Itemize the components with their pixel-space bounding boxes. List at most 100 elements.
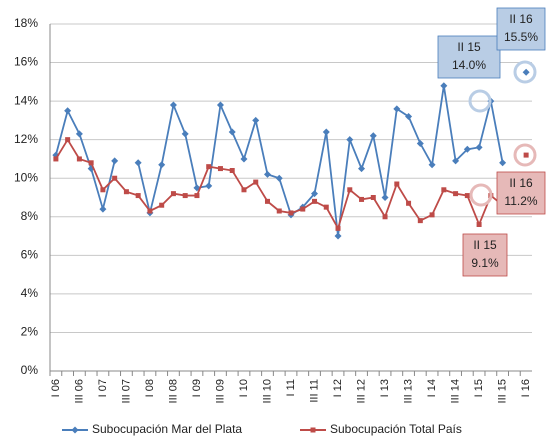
marker — [194, 193, 200, 199]
marker — [182, 193, 188, 199]
marker — [369, 132, 377, 140]
marker — [335, 225, 341, 231]
annotation-text: 14.0% — [452, 58, 486, 72]
marker — [464, 193, 470, 199]
marker — [359, 196, 365, 202]
y-tick-label: 2% — [21, 325, 39, 339]
marker — [499, 159, 507, 167]
y-tick-label: 16% — [14, 55, 38, 69]
y-tick-label: 0% — [21, 363, 39, 377]
marker — [405, 113, 413, 121]
annotation-text: 15.5% — [504, 30, 538, 44]
y-tick-label: 14% — [14, 93, 38, 107]
marker — [53, 156, 59, 162]
marker — [65, 137, 71, 143]
annotation-box — [437, 35, 501, 79]
annotation-text: II 16 — [509, 12, 533, 26]
x-tick-label: III 13 — [402, 379, 414, 403]
marker — [276, 208, 282, 214]
marker — [87, 165, 95, 173]
y-tick-label: 18% — [14, 16, 38, 30]
marker — [264, 198, 270, 204]
marker — [76, 156, 82, 162]
marker — [75, 130, 83, 138]
marker — [394, 181, 400, 187]
marker — [275, 174, 283, 182]
x-tick-label: III 10 — [261, 379, 273, 403]
marker — [334, 232, 342, 240]
legend-label: Subocupación Total País — [330, 422, 462, 436]
y-tick-label: 12% — [14, 132, 38, 146]
marker — [252, 116, 260, 124]
marker — [429, 212, 435, 218]
marker — [229, 168, 235, 174]
marker — [310, 427, 316, 433]
annotation-box — [496, 171, 546, 215]
marker — [135, 193, 141, 199]
marker — [358, 165, 366, 173]
x-tick-label: III 07 — [120, 379, 132, 403]
marker — [158, 161, 166, 169]
x-tick-label: I 10 — [238, 379, 250, 397]
marker — [370, 195, 376, 200]
marker — [228, 128, 236, 136]
marker — [134, 159, 142, 167]
marker — [522, 68, 530, 76]
marker — [322, 128, 330, 136]
marker — [428, 161, 436, 169]
marker — [406, 200, 412, 206]
annotation-text: II 16 — [509, 176, 533, 190]
marker — [288, 210, 294, 216]
annotation-text: II 15 — [457, 40, 481, 54]
x-tick-label: I 13 — [379, 379, 391, 397]
x-tick-label: I 15 — [473, 379, 485, 397]
marker — [382, 214, 388, 220]
x-tick-label: III 06 — [73, 379, 85, 403]
x-tick-label: III 08 — [167, 379, 179, 403]
marker — [416, 140, 424, 148]
marker — [263, 170, 271, 178]
x-tick-label: I 07 — [97, 379, 109, 397]
marker — [206, 164, 212, 170]
marker — [88, 160, 94, 166]
marker — [112, 175, 118, 181]
marker — [440, 82, 448, 90]
marker — [323, 204, 329, 210]
x-tick-label: III 09 — [214, 379, 226, 403]
x-tick-label: I 09 — [191, 379, 203, 397]
marker — [64, 107, 72, 115]
marker — [217, 166, 223, 172]
marker — [241, 187, 247, 193]
highlight-circle — [513, 143, 537, 167]
x-tick-label: I 11 — [285, 379, 297, 397]
marker — [100, 187, 106, 193]
marker — [253, 179, 259, 185]
marker — [346, 136, 354, 144]
marker — [417, 218, 423, 224]
highlight-circle — [513, 60, 537, 84]
x-tick-label: I 16 — [520, 379, 532, 397]
marker — [393, 105, 401, 113]
annotation-text: 9.1% — [471, 256, 499, 270]
marker — [216, 101, 224, 109]
x-tick-label: I 14 — [426, 379, 438, 397]
x-tick-label: I 08 — [144, 379, 156, 397]
legend-label: Subocupación Mar del Plata — [92, 422, 242, 436]
marker — [453, 191, 459, 197]
annotation-box — [462, 233, 508, 277]
x-tick-label: III 14 — [449, 379, 461, 403]
marker — [523, 152, 529, 158]
annotation-text: 11.2% — [504, 194, 537, 208]
marker — [475, 143, 483, 151]
marker — [99, 205, 107, 213]
marker — [312, 198, 318, 204]
marker — [476, 221, 482, 227]
marker — [240, 155, 248, 163]
marker — [159, 202, 165, 208]
marker — [452, 157, 460, 165]
marker — [111, 157, 119, 165]
x-tick-label: III 12 — [355, 379, 367, 403]
marker — [300, 206, 306, 212]
y-tick-label: 4% — [21, 286, 39, 300]
